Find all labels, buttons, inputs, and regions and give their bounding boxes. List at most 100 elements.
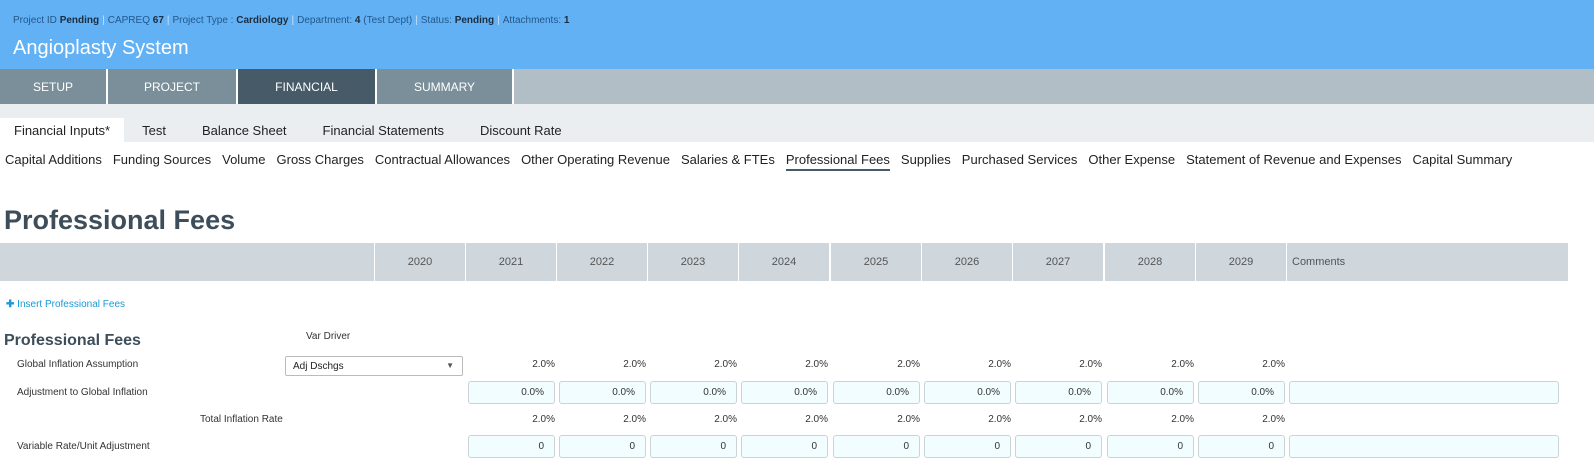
variable-rate-input[interactable]: 0: [833, 435, 920, 458]
subtab-test[interactable]: Test: [142, 122, 166, 138]
adjustment-input[interactable]: 0.0%: [1198, 381, 1285, 404]
nav-item[interactable]: Statement of Revenue and Expenses: [1186, 152, 1402, 167]
total-inflation-value: 2.0%: [1171, 414, 1194, 425]
nav-item[interactable]: Contractual Allowances: [374, 152, 511, 167]
dropdown-arrow-icon: ▼: [446, 361, 454, 370]
total-inflation-value: 2.0%: [988, 414, 1011, 425]
total-inflation-value: 2.0%: [1262, 414, 1285, 425]
row-label-variable-rate: Variable Rate/Unit Adjustment: [17, 441, 150, 452]
global-inflation-value: 2.0%: [623, 359, 646, 370]
nav-item[interactable]: Funding Sources: [112, 152, 212, 167]
global-inflation-value: 2.0%: [1079, 359, 1102, 370]
nav-item[interactable]: Volume: [222, 152, 266, 167]
var-driver-label: Var Driver: [306, 331, 351, 342]
total-inflation-value: 2.0%: [805, 414, 828, 425]
nav-item[interactable]: Capital Additions: [5, 152, 102, 167]
status: Pending: [454, 15, 495, 26]
global-inflation-value: 2.0%: [805, 359, 828, 370]
year-header: 2027: [1013, 243, 1103, 281]
tab-project[interactable]: PROJECT: [108, 69, 238, 104]
attachments-label: Attachments:: [502, 15, 562, 26]
nav-item[interactable]: Other Operating Revenue: [521, 152, 670, 167]
insert-professional-fees-link[interactable]: ✚ Insert Professional Fees: [6, 299, 125, 310]
year-header: 2028: [1105, 243, 1195, 281]
subtab-financial-inputs[interactable]: Financial Inputs*: [0, 118, 125, 142]
variable-rate-input[interactable]: 0: [559, 435, 646, 458]
subtab-balance-sheet[interactable]: Balance Sheet: [201, 122, 287, 138]
year-header: 2022: [557, 243, 647, 281]
project-meta: Project ID Pending | CAPREQ 67 | Project Typ…: [13, 15, 570, 26]
row-label-adjustment: Adjustment to Global Inflation: [17, 387, 148, 398]
year-header: 2024: [739, 243, 829, 281]
subtab-discount-rate[interactable]: Discount Rate: [479, 122, 562, 138]
project-id: Pending: [59, 15, 100, 26]
comments-header: Comments: [1287, 243, 1568, 281]
capreq: 67: [152, 15, 164, 26]
dept: 4: [354, 15, 361, 26]
year-header: 2025: [831, 243, 921, 281]
adjustment-input[interactable]: 0.0%: [833, 381, 920, 404]
nav-item[interactable]: Other Expense: [1088, 152, 1176, 167]
variable-rate-input[interactable]: 0: [468, 435, 555, 458]
total-inflation-value: 2.0%: [714, 414, 737, 425]
variable-rate-input[interactable]: 0: [1107, 435, 1194, 458]
variable-rate-input[interactable]: 0: [1198, 435, 1285, 458]
global-inflation-value: 2.0%: [1171, 359, 1194, 370]
adjustment-input[interactable]: 0.0%: [650, 381, 737, 404]
total-inflation-value: 2.0%: [897, 414, 920, 425]
insert-label: Insert Professional Fees: [17, 299, 125, 310]
nav-item[interactable]: Purchased Services: [961, 152, 1078, 167]
tab-financial[interactable]: FINANCIAL: [238, 69, 377, 104]
year-header: 2020: [375, 243, 465, 281]
adjustment-input[interactable]: 0.0%: [1107, 381, 1194, 404]
year-header: 2026: [922, 243, 1012, 281]
tab-setup[interactable]: SETUP: [0, 69, 108, 104]
total-inflation-value: 2.0%: [623, 414, 646, 425]
total-inflation-value: 2.0%: [532, 414, 555, 425]
subtab-financial-statements[interactable]: Financial Statements: [322, 122, 444, 138]
adjustment-input[interactable]: 0.0%: [741, 381, 828, 404]
row-label-total-inflation: Total Inflation Rate: [200, 414, 283, 425]
project-header: Project ID Pending | CAPREQ 67 | Project Typ…: [0, 0, 1594, 69]
project-title: Angioplasty System: [13, 37, 189, 59]
nav-item[interactable]: Gross Charges: [276, 152, 364, 167]
page-title: Professional Fees: [4, 205, 236, 235]
attachments-count[interactable]: 1: [563, 15, 570, 26]
adjustment-input[interactable]: 0.0%: [559, 381, 646, 404]
status-label: Status:: [420, 15, 452, 26]
var-driver-value: Adj Dschgs: [293, 361, 344, 372]
plus-icon: ✚: [6, 299, 15, 310]
global-inflation-value: 2.0%: [897, 359, 920, 370]
year-header: 2029: [1196, 243, 1286, 281]
section-title: Professional Fees: [4, 332, 141, 349]
variable-rate-input[interactable]: 0: [1015, 435, 1102, 458]
adjustment-comment-input[interactable]: [1289, 381, 1559, 404]
nav-item[interactable]: Salaries & FTEs: [680, 152, 775, 167]
dept-label: Department:: [297, 15, 353, 26]
global-inflation-value: 2.0%: [714, 359, 737, 370]
project-type: Cardiology: [236, 15, 289, 26]
nav-item[interactable]: Professional Fees: [785, 152, 890, 171]
section-nav: Capital Additions Funding Sources Volume Gr…: [5, 152, 1512, 171]
var-driver-select[interactable]: Adj Dschgs ▼: [285, 356, 463, 376]
adjustment-input[interactable]: 0.0%: [468, 381, 555, 404]
adjustment-input[interactable]: 0.0%: [924, 381, 1011, 404]
dept-name: (Test Dept): [363, 15, 413, 26]
variable-comment-input[interactable]: [1289, 435, 1559, 458]
global-inflation-value: 2.0%: [1262, 359, 1285, 370]
main-tabs: SETUP PROJECT FINANCIAL SUMMARY: [0, 69, 1594, 104]
table-header-blank: [0, 243, 374, 281]
year-header: 2023: [648, 243, 738, 281]
global-inflation-value: 2.0%: [988, 359, 1011, 370]
variable-rate-input[interactable]: 0: [924, 435, 1011, 458]
variable-rate-input[interactable]: 0: [650, 435, 737, 458]
adjustment-input[interactable]: 0.0%: [1015, 381, 1102, 404]
nav-item[interactable]: Capital Summary: [1412, 152, 1513, 167]
year-header: 2021: [466, 243, 556, 281]
variable-rate-input[interactable]: 0: [741, 435, 828, 458]
tab-summary[interactable]: SUMMARY: [377, 69, 514, 104]
type-label: Project Type :: [172, 15, 234, 26]
nav-item[interactable]: Supplies: [900, 152, 951, 167]
total-inflation-value: 2.0%: [1079, 414, 1102, 425]
global-inflation-value: 2.0%: [532, 359, 555, 370]
